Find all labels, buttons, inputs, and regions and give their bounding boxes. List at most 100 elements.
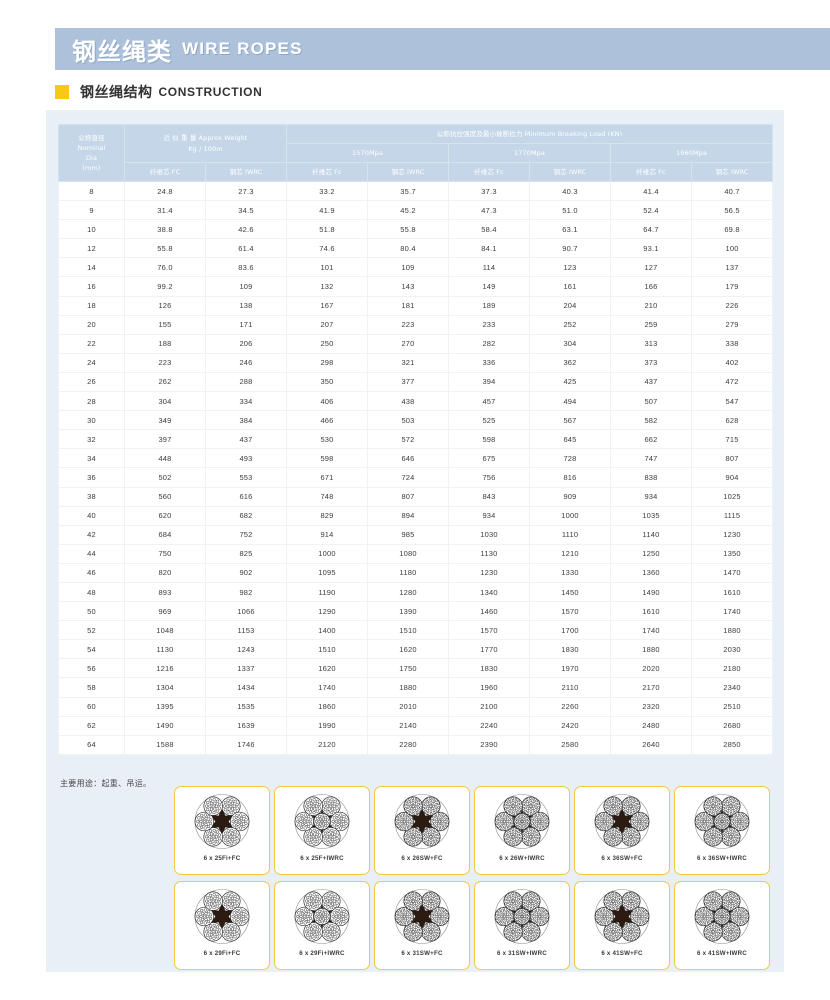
th-approx-weight: 近 似 重 量 Approx Weight Kg / 100m bbox=[124, 124, 287, 163]
table-cell: 1880 bbox=[690, 620, 774, 641]
table-cell: 1153 bbox=[205, 620, 287, 641]
table-cell: 645 bbox=[529, 429, 611, 450]
rope-diagram bbox=[486, 791, 558, 854]
banner-title-cn: 钢丝绳类 bbox=[72, 37, 172, 66]
th-grade-1570: 1570Mpa bbox=[286, 143, 449, 163]
cell-nominal-dia: 20 bbox=[58, 314, 125, 335]
table-cell: 1700 bbox=[529, 620, 611, 641]
table-row: 50 969 1066 1290 1390 1460 1570 1610 1740 bbox=[58, 601, 774, 622]
th-1960-fc: 纤维芯 Fc bbox=[610, 162, 692, 182]
table-cell: 298 bbox=[286, 352, 368, 373]
construction-diagram-label: 6 x 26W+IWRC bbox=[499, 855, 545, 862]
rope-diagram bbox=[586, 791, 658, 854]
construction-diagram-cell[interactable]: 6 x 36SW+IWRC bbox=[674, 786, 770, 875]
table-cell: 206 bbox=[205, 333, 287, 354]
table-cell: 2170 bbox=[610, 677, 692, 698]
wire-rope-spec-table: 公称直径 Nominal Dia (mm) 近 似 重 量 Approx Wei… bbox=[58, 124, 774, 755]
cell-nominal-dia: 36 bbox=[58, 467, 125, 488]
table-cell: 1588 bbox=[124, 734, 206, 755]
usage-note: 主要用途：起重、吊运。 bbox=[60, 779, 152, 788]
cell-nominal-dia: 22 bbox=[58, 333, 125, 354]
cell-nominal-dia: 12 bbox=[58, 238, 125, 259]
table-row: 60 1395 1535 1860 2010 2100 2260 2320 2510 bbox=[58, 696, 774, 717]
table-cell: 2390 bbox=[448, 734, 530, 755]
table-cell: 493 bbox=[205, 448, 287, 469]
table-cell: 494 bbox=[529, 391, 611, 412]
construction-diagram-label: 6 x 31SW+FC bbox=[401, 950, 443, 957]
th-1960-iwrc: 钢芯 IWRC bbox=[690, 162, 774, 182]
cell-nominal-dia: 48 bbox=[58, 581, 125, 603]
table-cell: 166 bbox=[610, 276, 692, 297]
construction-diagram-cell[interactable]: 6 x 29Fi+FC bbox=[174, 881, 270, 970]
table-row: 14 76.0 83.6 101 109 114 123 127 137 bbox=[58, 257, 774, 278]
table-cell: 2420 bbox=[529, 715, 611, 736]
table-cell: 1330 bbox=[529, 562, 611, 583]
table-cell: 109 bbox=[205, 276, 287, 297]
construction-diagram-cell[interactable]: 6 x 26SW+FC bbox=[374, 786, 470, 875]
table-cell: 675 bbox=[448, 448, 530, 469]
table-cell: 246 bbox=[205, 352, 287, 373]
table-cell: 2110 bbox=[529, 677, 611, 698]
table-cell: 1470 bbox=[690, 562, 774, 583]
construction-diagram-cell[interactable]: 6 x 29Fi+IWRC bbox=[274, 881, 370, 970]
th-weight-fc: 纤维芯 FC bbox=[124, 162, 206, 182]
table-cell: 1000 bbox=[529, 505, 611, 526]
construction-diagram-label: 6 x 41SW+IWRC bbox=[697, 950, 747, 957]
construction-diagram-cell[interactable]: 6 x 26W+IWRC bbox=[474, 786, 570, 875]
construction-diagram-label: 6 x 25F+IWRC bbox=[300, 855, 344, 862]
table-cell: 270 bbox=[367, 333, 449, 354]
table-row: 9 31.4 34.5 41.9 45.2 47.3 51.0 52.4 56.5 bbox=[58, 200, 774, 221]
construction-diagram-cell[interactable]: 6 x 41SW+IWRC bbox=[674, 881, 770, 970]
rope-diagram bbox=[186, 791, 258, 854]
table-cell: 84.1 bbox=[448, 238, 530, 259]
table-cell: 598 bbox=[448, 429, 530, 450]
table-row: 26 262 288 350 377 394 425 437 472 bbox=[58, 371, 774, 393]
table-row: 52 1048 1153 1400 1510 1570 1700 1740 1880 bbox=[58, 620, 774, 641]
table-cell: 336 bbox=[448, 352, 530, 373]
rope-cross-section-icon bbox=[694, 889, 750, 944]
table-cell: 969 bbox=[124, 601, 206, 622]
table-row: 10 38.8 42.6 51.8 55.8 58.4 63.1 64.7 69.8 bbox=[58, 219, 774, 240]
table-cell: 1510 bbox=[367, 620, 449, 641]
table-cell: 662 bbox=[610, 429, 692, 450]
table-cell: 1400 bbox=[286, 620, 368, 641]
construction-diagram-cell[interactable]: 6 x 41SW+FC bbox=[574, 881, 670, 970]
table-cell: 1830 bbox=[448, 658, 530, 679]
construction-diagram-cell[interactable]: 6 x 25F+IWRC bbox=[274, 786, 370, 875]
table-cell: 93.1 bbox=[610, 238, 692, 259]
th-nominal-dia: 公称直径 Nominal Dia (mm) bbox=[58, 124, 125, 182]
table-cell: 304 bbox=[124, 391, 206, 412]
table-cell: 1490 bbox=[124, 715, 206, 736]
table-cell: 126 bbox=[124, 295, 206, 316]
table-cell: 684 bbox=[124, 524, 206, 545]
table-cell: 51.0 bbox=[529, 200, 611, 221]
construction-diagram-cell[interactable]: 6 x 31SW+IWRC bbox=[474, 881, 570, 970]
construction-diagram-cell[interactable]: 6 x 31SW+FC bbox=[374, 881, 470, 970]
cell-nominal-dia: 52 bbox=[58, 620, 125, 641]
th-1570-iwrc: 钢芯 IWRC bbox=[367, 162, 449, 182]
table-cell: 143 bbox=[367, 276, 449, 297]
table-cell: 724 bbox=[367, 467, 449, 488]
table-cell: 1510 bbox=[286, 639, 368, 660]
construction-diagram-label: 6 x 36SW+IWRC bbox=[697, 855, 747, 862]
table-cell: 132 bbox=[286, 276, 368, 297]
table-cell: 620 bbox=[124, 505, 206, 526]
table-cell: 161 bbox=[529, 276, 611, 297]
cell-nominal-dia: 40 bbox=[58, 505, 125, 526]
table-cell: 394 bbox=[448, 371, 530, 393]
table-cell: 1990 bbox=[286, 715, 368, 736]
table-cell: 902 bbox=[205, 562, 287, 583]
content-panel: 公称直径 Nominal Dia (mm) 近 似 重 量 Approx Wei… bbox=[46, 110, 784, 972]
table-cell: 1230 bbox=[690, 524, 774, 545]
th-breaking-load: 公称抗拉强度及最小破断拉力 Minimum Breaking Load (KN) bbox=[285, 124, 774, 144]
table-cell: 1880 bbox=[610, 639, 692, 660]
th-nominal-line-1: 公称直径 bbox=[78, 133, 105, 142]
table-cell: 1610 bbox=[610, 601, 692, 622]
rope-cross-section-icon bbox=[194, 794, 250, 849]
construction-diagram-cell[interactable]: 6 x 25Fi+FC bbox=[174, 786, 270, 875]
construction-diagram-cell[interactable]: 6 x 36SW+FC bbox=[574, 786, 670, 875]
table-cell: 1210 bbox=[529, 543, 611, 564]
table-row: 64 1588 1746 2120 2280 2390 2580 2640 2850 bbox=[58, 734, 774, 755]
table-cell: 1340 bbox=[448, 581, 530, 603]
rope-diagram bbox=[386, 791, 458, 854]
